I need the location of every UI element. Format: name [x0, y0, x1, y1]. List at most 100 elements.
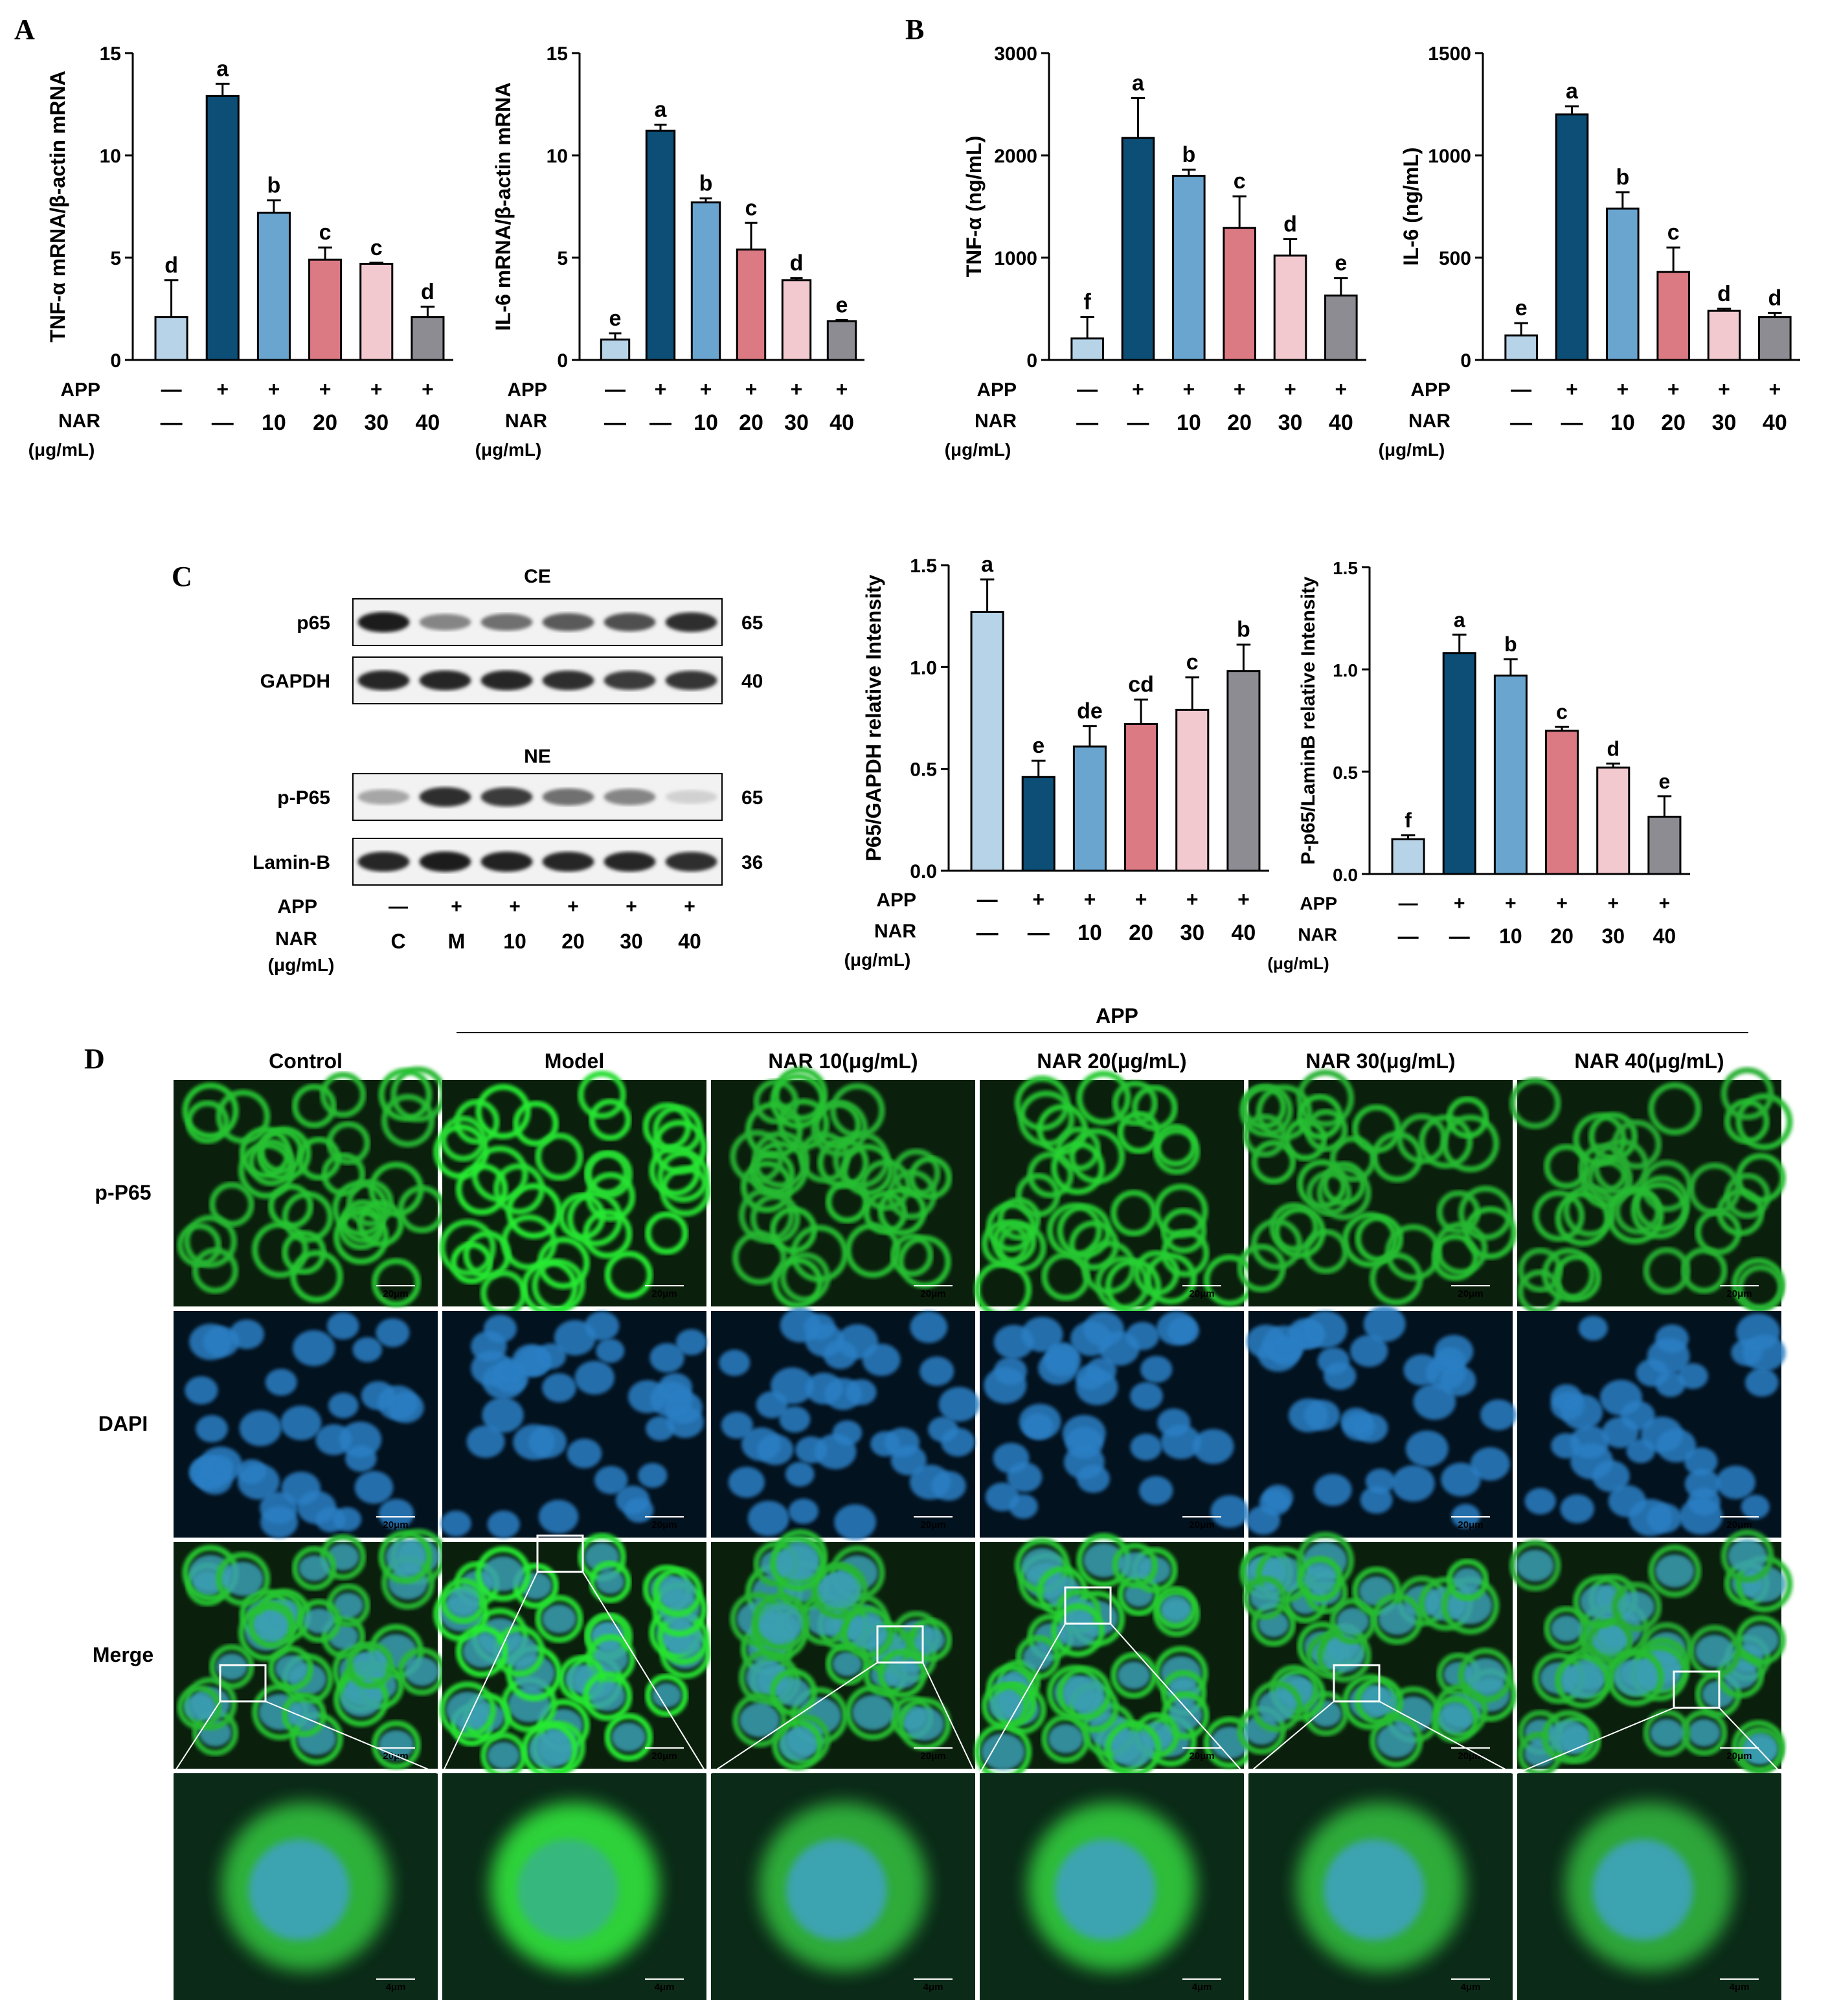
significance-letter: d — [1717, 282, 1731, 306]
cell-membrane — [732, 1693, 787, 1747]
blot-band — [357, 789, 410, 805]
nucleus — [1140, 1356, 1173, 1383]
bar-app — [1021, 776, 1055, 872]
micrograph-r1-c3: 20μm — [711, 1067, 975, 1308]
nucleus — [196, 1415, 228, 1443]
micrograph-r3-c4: 20μm — [974, 1533, 1256, 1780]
app-row-label: APP — [1300, 893, 1337, 913]
bar-control — [1504, 334, 1538, 361]
nucleus — [984, 1367, 1027, 1404]
scale-bar-label: 20μm — [1458, 1519, 1483, 1530]
micrograph-r1-c5: 20μm — [1237, 1070, 1517, 1306]
bar-nar-20 — [1124, 722, 1158, 872]
scale-bar-label: 4μm — [1461, 1982, 1481, 1993]
significance-letter: a — [1132, 71, 1145, 96]
app-sign: + — [1616, 377, 1629, 401]
cell-membrane — [209, 1182, 254, 1227]
significance-letter: de — [1077, 699, 1103, 724]
y-axis-label: IL-6 (ng/mL) — [1399, 147, 1423, 265]
cell-membrane — [535, 1132, 583, 1181]
y-tick-label: 500 — [1439, 248, 1471, 269]
blot-lane-label: 40 — [678, 930, 701, 953]
nucleus — [589, 1681, 626, 1712]
significance-letter: c — [370, 236, 383, 260]
nar-dose: — — [1127, 410, 1149, 435]
nucleus — [536, 1343, 567, 1369]
app-sign: — — [977, 888, 998, 911]
y-tick-label: 0.5 — [910, 759, 937, 781]
panel-letter-d: D — [84, 1043, 105, 1075]
scale-bar-label: 20μm — [920, 1751, 945, 1762]
cell-membrane — [1544, 1144, 1589, 1189]
significance-letter: a — [1566, 79, 1579, 104]
nucleus — [471, 1331, 507, 1362]
cell-membrane — [1015, 1172, 1061, 1218]
zoom-connector — [710, 1662, 878, 1774]
nucleus — [1655, 1371, 1686, 1397]
micrograph-r2-c3: 20μm — [711, 1308, 980, 1540]
nar-dose: 40 — [416, 410, 440, 435]
nar-dose: 10 — [1078, 921, 1102, 945]
cell-membrane — [290, 1249, 343, 1303]
cell-membrane — [1431, 1233, 1479, 1281]
y-axis-label: TNF-α (ng/mL) — [962, 136, 986, 278]
blot-protein-label: p-P65 — [277, 787, 330, 809]
cell-membrane — [320, 1534, 367, 1580]
cell-membrane — [268, 1646, 313, 1691]
nucleus — [795, 1436, 828, 1464]
nucleus — [466, 1425, 505, 1458]
y-tick-label: 3000 — [994, 43, 1037, 65]
app-row-label: APP — [507, 379, 547, 401]
nucleus — [1359, 1576, 1394, 1606]
nucleus — [757, 1434, 794, 1465]
cell-membrane — [1296, 1070, 1355, 1127]
nucleus — [1579, 1585, 1619, 1619]
nucleus — [352, 1337, 383, 1363]
cell-membrane — [583, 1672, 633, 1721]
blot-band — [665, 612, 717, 633]
nucleus — [1524, 1488, 1556, 1515]
significance-letter: a — [981, 552, 994, 577]
blot-band — [357, 670, 410, 691]
significance-letter: d — [1768, 286, 1781, 310]
y-tick-label: 2000 — [994, 146, 1037, 167]
significance-letter: b — [1504, 633, 1517, 656]
significance-letter: cd — [1128, 673, 1154, 697]
nar-dose: 10 — [262, 410, 286, 435]
scale-bar-label: 20μm — [1189, 1751, 1214, 1762]
nucleus — [745, 1659, 788, 1696]
scale-bar-label: 20μm — [651, 1751, 677, 1762]
cell-membrane — [770, 1668, 817, 1716]
cell-membrane — [645, 1211, 688, 1255]
app-sign: + — [1237, 888, 1250, 911]
cell-membrane — [1015, 1635, 1061, 1680]
cell-membrane — [297, 1136, 341, 1181]
nar-dose: — — [1028, 921, 1050, 945]
blot-frame — [352, 598, 723, 646]
zoom-nucleus — [1592, 1839, 1693, 1940]
nar-unit-label: (μg/mL) — [1267, 954, 1329, 973]
zoom-nucleus — [249, 1839, 350, 1940]
significance-letter: a — [216, 56, 229, 81]
row-label: Merge — [93, 1643, 153, 1666]
blot-band — [665, 851, 717, 872]
nucleus — [574, 1360, 615, 1395]
blot-band — [604, 789, 656, 805]
nar-dose: — — [1449, 924, 1470, 948]
nar-dose: 30 — [1278, 410, 1303, 435]
cell-membrane — [475, 1546, 531, 1602]
nucleus — [487, 1742, 520, 1769]
bar-nar-40 — [411, 316, 445, 361]
cell-membrane — [346, 1179, 394, 1227]
nucleus — [326, 1312, 359, 1340]
y-tick-label: 10 — [547, 146, 568, 167]
cell-membrane — [1297, 1093, 1343, 1140]
cell-membrane — [1446, 1096, 1489, 1139]
nar-dose: 20 — [1227, 410, 1252, 435]
significance-letter: e — [1335, 251, 1347, 276]
zoom-region-box — [536, 1534, 584, 1573]
blot-protein-label: p65 — [297, 612, 330, 634]
micrograph-r3-c1: 20μm — [174, 1529, 447, 1770]
cell-membrane — [1076, 1071, 1131, 1125]
panel-letter-a: A — [14, 14, 35, 45]
